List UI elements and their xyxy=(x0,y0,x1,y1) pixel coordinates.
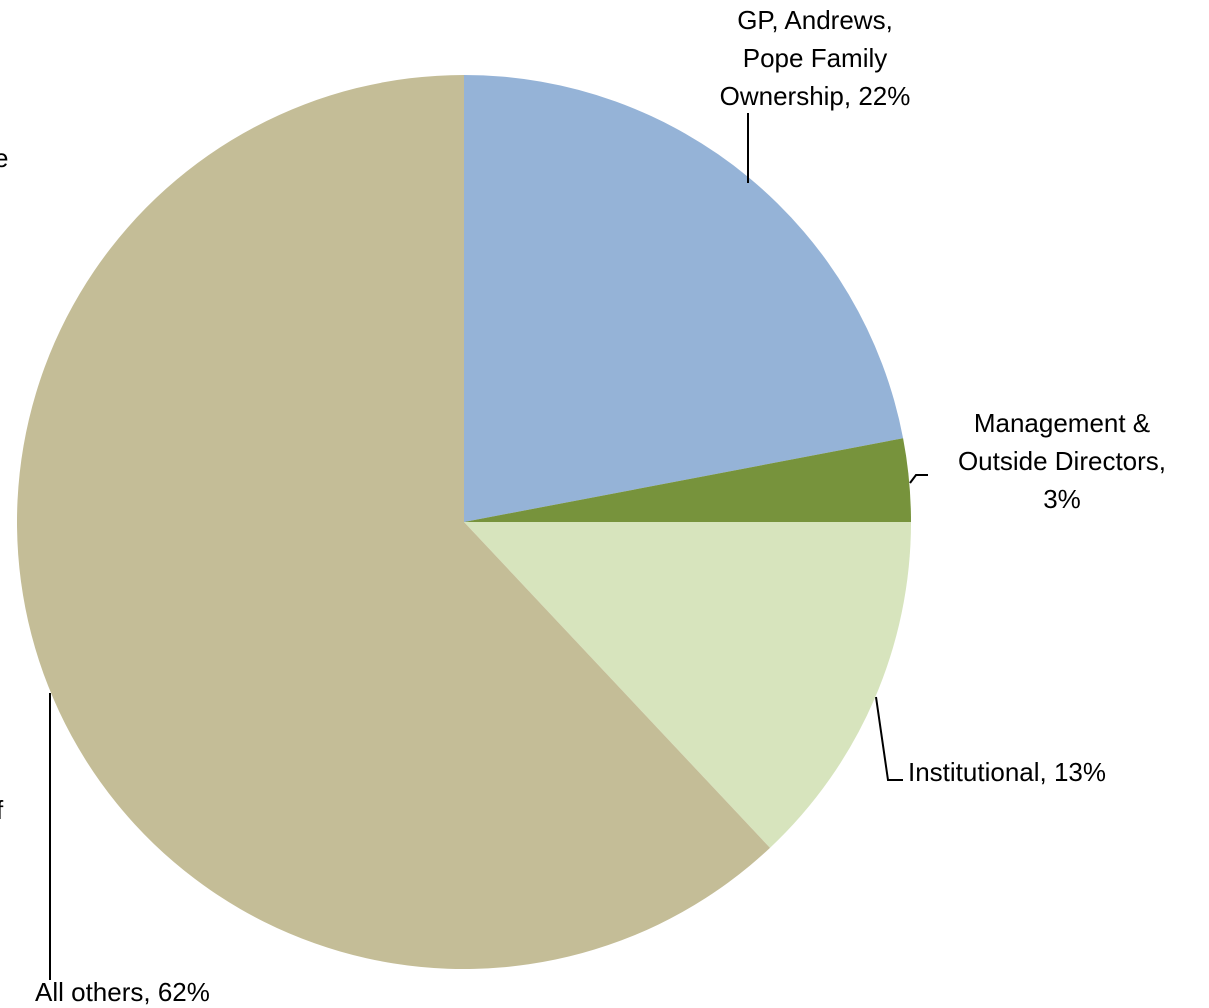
data-label: Outside Directors, xyxy=(958,446,1166,476)
data-label: All others, 62% xyxy=(35,977,210,1007)
pie-slice xyxy=(16,75,770,970)
data-label: Pope Family xyxy=(743,43,888,73)
data-label: Ownership, 22% xyxy=(720,81,911,111)
data-label: GP, Andrews, xyxy=(737,5,893,35)
leader-line xyxy=(875,696,903,781)
leader-line xyxy=(909,474,928,484)
cropped-text: e xyxy=(0,143,8,173)
cropped-text: f xyxy=(0,795,4,825)
pie-slice xyxy=(464,75,904,522)
data-label: Institutional, 13% xyxy=(908,757,1106,787)
data-label: Management & xyxy=(974,408,1150,438)
pie-slice xyxy=(464,438,911,522)
data-label: 3% xyxy=(1043,484,1081,514)
pie-slice xyxy=(464,522,911,848)
